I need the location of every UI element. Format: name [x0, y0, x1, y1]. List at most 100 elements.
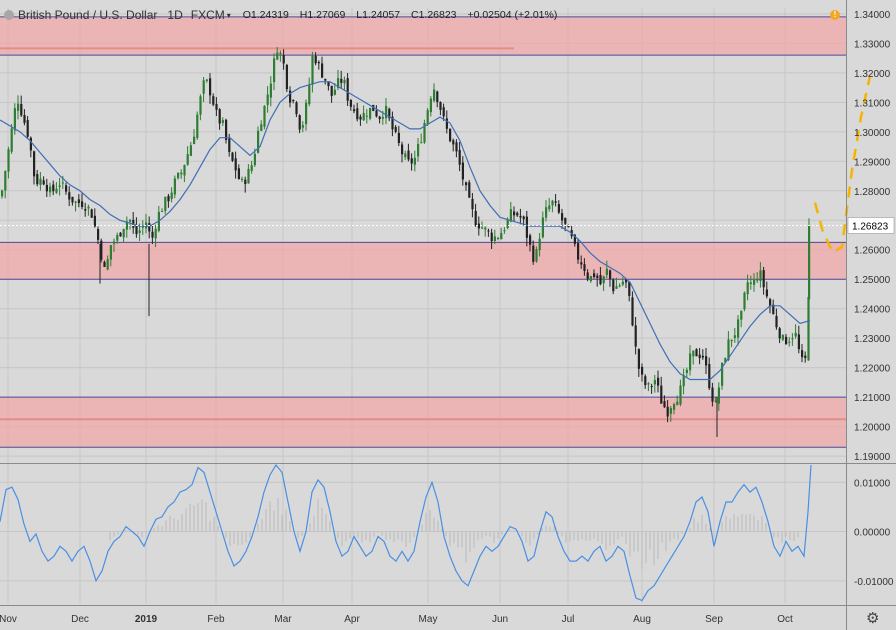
- candle-body: [330, 85, 333, 96]
- candle-body: [106, 259, 109, 270]
- candle-body: [173, 178, 176, 195]
- candle-body: [522, 216, 525, 220]
- candle-body: [618, 285, 621, 287]
- candle-body: [753, 279, 756, 285]
- candle-body: [231, 152, 234, 161]
- projection-line: [813, 75, 872, 255]
- time-axis-label: Nov: [0, 614, 17, 625]
- candle-body: [583, 264, 586, 271]
- candle-body: [605, 268, 608, 275]
- candle-body: [183, 165, 186, 176]
- candle-body: [305, 102, 308, 125]
- price-tick-label: 1.32000: [854, 69, 891, 80]
- candle-body: [29, 137, 32, 151]
- candle-body: [762, 270, 765, 288]
- candle-body: [775, 315, 778, 328]
- candle-body: [516, 212, 519, 216]
- candle-body: [388, 108, 391, 119]
- price-tick-label: 1.22000: [854, 364, 891, 375]
- candle-body: [541, 217, 544, 238]
- candle-body: [100, 240, 103, 260]
- symbol-name[interactable]: British Pound / U.S. Dollar: [18, 8, 158, 22]
- candle-body: [45, 184, 48, 192]
- timeframe-label[interactable]: 1D: [167, 8, 183, 22]
- candle-body: [794, 332, 797, 337]
- candle-body: [714, 400, 717, 402]
- candle-body: [55, 188, 58, 193]
- candle-body: [116, 234, 119, 241]
- price-tick-label: 1.34000: [854, 10, 891, 21]
- oscillator-line: [0, 463, 812, 602]
- candle-body: [477, 223, 480, 229]
- price-tick-label: 1.21000: [854, 393, 891, 404]
- candle-body: [503, 230, 506, 232]
- candle-body: [749, 282, 752, 284]
- candle-body: [612, 279, 615, 292]
- oscillator-panel: [0, 463, 812, 602]
- candle-body: [58, 185, 61, 187]
- candle-body: [461, 162, 464, 180]
- candle-body: [756, 279, 759, 281]
- candle-body: [743, 292, 746, 310]
- candle-body: [196, 114, 199, 139]
- candle-body: [711, 387, 714, 402]
- candle-body: [362, 112, 365, 121]
- candle-body: [193, 136, 196, 144]
- candle-body: [436, 91, 439, 103]
- candle-body: [621, 281, 624, 285]
- gear-icon[interactable]: ⚙: [866, 610, 880, 627]
- candle-body: [365, 115, 368, 117]
- candle-body: [314, 55, 317, 64]
- candle-body: [769, 299, 772, 306]
- chevron-down-icon[interactable]: ▾: [226, 10, 231, 20]
- time-axis-label: Jul: [562, 614, 575, 625]
- candle-body: [663, 401, 666, 408]
- candle-body: [801, 350, 804, 358]
- candle-body: [589, 276, 592, 282]
- chart-legend-header: British Pound / U.S. Dollar 1D FXCM ▾ O1…: [4, 4, 565, 26]
- candle-body: [135, 225, 138, 235]
- candle-body: [282, 55, 285, 64]
- alert-icon[interactable]: !: [830, 10, 840, 20]
- candle-body: [369, 107, 372, 119]
- candle-body: [641, 366, 644, 375]
- candle-body: [730, 339, 733, 342]
- candle-body: [52, 184, 55, 192]
- candle-body: [538, 238, 541, 251]
- candle-body: [301, 125, 304, 128]
- candle-body: [317, 62, 320, 64]
- candle-body: [74, 201, 77, 203]
- exchange-label[interactable]: FXCM: [190, 8, 225, 22]
- time-axis-label: 2019: [135, 614, 158, 625]
- candle-body: [497, 237, 500, 239]
- candle-body: [465, 182, 468, 186]
- candle-body: [87, 206, 90, 209]
- candle-body: [234, 158, 237, 171]
- candle-body: [724, 358, 727, 363]
- candlestick-series: [1, 47, 811, 437]
- candle-body: [551, 200, 554, 206]
- candle-body: [324, 78, 327, 81]
- candle-body: [295, 102, 298, 115]
- candle-body: [778, 328, 781, 339]
- candle-body: [212, 96, 215, 105]
- candle-body: [68, 192, 71, 200]
- candle-body: [596, 275, 599, 278]
- candle-body: [513, 211, 516, 216]
- price-tick-label: 1.31000: [854, 98, 891, 109]
- candle-body: [573, 234, 576, 244]
- symbol-dot-icon: [4, 10, 14, 20]
- candle-body: [545, 207, 548, 218]
- candle-body: [381, 117, 384, 119]
- candle-body: [145, 222, 148, 229]
- candle-body: [260, 124, 263, 131]
- candle-body: [602, 276, 605, 284]
- candle-body: [84, 209, 87, 211]
- candle-body: [420, 142, 423, 144]
- candle-body: [599, 275, 602, 285]
- candle-body: [225, 119, 228, 140]
- candle-body: [487, 230, 490, 232]
- candle-body: [705, 356, 708, 366]
- candle-body: [340, 78, 343, 83]
